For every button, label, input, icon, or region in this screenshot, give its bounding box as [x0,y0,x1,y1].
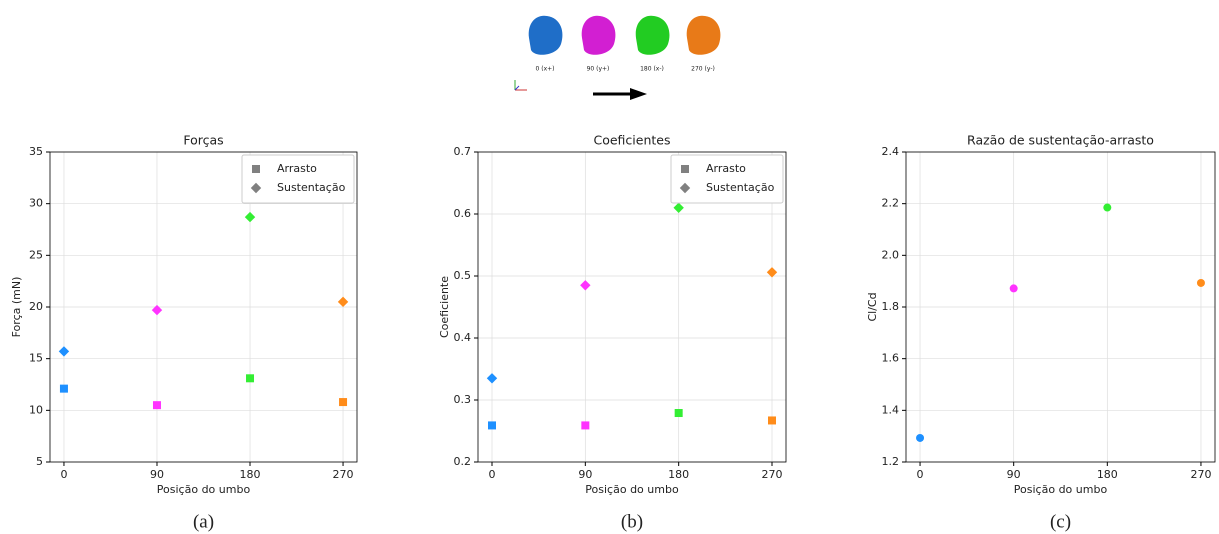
marker-circle [1103,203,1112,212]
y-tick-label: 20 [29,300,43,313]
caption: (c) [1050,511,1071,532]
y-tick-label: 0.2 [454,455,472,468]
x-tick-label: 90 [1007,468,1021,481]
marker-square [59,384,68,393]
plot-frame [905,151,1216,463]
chart-title: Forças [183,133,223,148]
view-shape [635,15,670,55]
marker-square [152,401,161,410]
legend-label: Sustentação [277,181,346,194]
x-axis-label: Posição do umbo [1014,483,1108,496]
y-tick-label: 5 [36,455,43,468]
x-tick-label: 270 [333,468,354,481]
x-tick-label: 270 [762,468,783,481]
marker-diamond [58,346,70,357]
chart: 0.2 0.3 0.4 0.5 0.6 0.7 0 90 180 270 Coeficientes P… [438,133,787,532]
marker-diamond [244,211,256,223]
x-tick-label: 90 [150,468,164,481]
y-tick-label: 30 [29,197,43,210]
view-shape [528,15,563,55]
y-tick-label: 1.8 [882,300,900,313]
marker-circle [1196,278,1205,287]
legend-label: Arrasto [706,162,746,175]
y-tick-label: 0.4 [454,331,472,344]
x-tick-label: 0 [489,468,496,481]
marker-diamond [673,202,684,213]
legend-box [241,154,355,204]
y-tick-label: 0.5 [454,269,472,282]
y-tick-label: 2.2 [882,197,900,210]
y-tick-label: 15 [29,352,43,365]
view-label: 0 (x+) [536,66,555,73]
marker-diamond [580,280,591,291]
y-axis-label: Força (mN) [10,277,23,338]
y-tick-label: 1.4 [882,403,900,416]
flow-arrow [593,88,647,100]
marker-circle [1009,284,1018,293]
x-tick-label: 180 [240,468,261,481]
y-tick-label: 0.7 [454,145,472,158]
view-shape [581,15,616,55]
x-tick-label: 180 [1097,468,1118,481]
marker-square [246,374,255,383]
y-tick-label: 1.2 [882,455,900,468]
x-tick-label: 0 [60,468,67,481]
caption: (b) [621,511,643,532]
y-axis-label: Coeficiente [438,276,451,338]
view-label: 270 (y-) [691,66,715,73]
marker-diamond [766,267,778,278]
legend-box [670,154,784,204]
y-tick-label: 25 [29,248,43,261]
legend-label: Arrasto [277,162,317,175]
chart: 5 10 15 20 25 30 35 0 90 180 270 Forças Posição do u… [10,133,358,532]
y-tick-label: 0.6 [454,207,472,220]
marker-square [488,421,496,430]
y-axis-label: Cl/Cd [866,292,879,321]
chart-title: Razão de sustentação-arrasto [967,133,1154,148]
y-tick-label: 0.3 [454,393,472,406]
x-tick-label: 90 [578,468,592,481]
y-tick-label: 35 [29,145,43,158]
legend-label: Sustentação [706,181,775,194]
x-tick-label: 180 [668,468,689,481]
plot-frame [49,151,358,463]
marker-square [339,398,348,407]
y-tick-label: 2.0 [882,248,900,261]
marker-square [252,165,260,173]
marker-diamond [337,296,349,308]
x-axis-label: Posição do umbo [157,483,251,496]
y-tick-label: 1.6 [882,352,900,365]
chart: 1.2 1.4 1.6 1.8 2.0 2.2 2.4 0 90 180 270 Razão de s… [866,133,1216,532]
chart-title: Coeficientes [593,133,670,148]
marker-square [681,165,689,173]
caption: (a) [193,511,214,532]
marker-diamond [151,304,163,316]
view-label: 90 (y+) [587,66,610,73]
view-label: 180 (x-) [640,66,664,73]
y-tick-label: 10 [29,403,43,416]
marker-square [768,416,776,425]
marker-diamond [250,182,262,194]
x-tick-label: 270 [1190,468,1211,481]
view-shape [686,15,721,55]
marker-diamond [486,373,498,384]
marker-circle [916,433,925,442]
y-tick-label: 2.4 [882,145,900,158]
plot-frame [477,151,787,463]
axes-icon [514,80,527,91]
marker-square [674,409,683,418]
marker-square [581,421,590,430]
x-tick-label: 0 [917,468,924,481]
marker-diamond [679,182,691,194]
x-axis-label: Posição do umbo [585,483,679,496]
